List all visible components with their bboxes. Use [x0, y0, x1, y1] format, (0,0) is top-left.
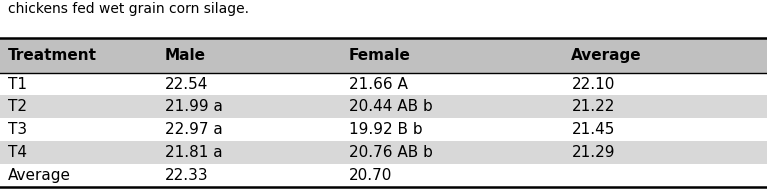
Text: Male: Male [165, 48, 206, 63]
Text: Female: Female [349, 48, 411, 63]
Text: chickens fed wet grain corn silage.: chickens fed wet grain corn silage. [8, 2, 249, 16]
Text: Average: Average [8, 168, 71, 183]
Bar [0, 164, 767, 187]
Bar [0, 73, 767, 96]
Text: T2: T2 [8, 100, 27, 114]
Text: 21.45: 21.45 [571, 122, 615, 137]
Text: 21.66 A: 21.66 A [349, 77, 408, 91]
Text: 21.22: 21.22 [571, 100, 615, 114]
Bar [0, 141, 767, 164]
Text: 22.97 a: 22.97 a [165, 122, 222, 137]
Text: 19.92 B b: 19.92 B b [349, 122, 423, 137]
Text: T3: T3 [8, 122, 27, 137]
Text: 21.81 a: 21.81 a [165, 145, 222, 160]
Text: 20.70: 20.70 [349, 168, 393, 183]
Bar [0, 38, 767, 73]
Text: T1: T1 [8, 77, 27, 91]
Bar [0, 118, 767, 141]
Text: Average: Average [571, 48, 642, 63]
Bar [0, 96, 767, 118]
Text: 22.33: 22.33 [165, 168, 209, 183]
Text: 20.44 AB b: 20.44 AB b [349, 100, 433, 114]
Text: 20.76 AB b: 20.76 AB b [349, 145, 433, 160]
Text: T4: T4 [8, 145, 27, 160]
Text: Treatment: Treatment [8, 48, 97, 63]
Text: 22.10: 22.10 [571, 77, 615, 91]
Text: 22.54: 22.54 [165, 77, 209, 91]
Text: 21.29: 21.29 [571, 145, 615, 160]
Text: 21.99 a: 21.99 a [165, 100, 222, 114]
